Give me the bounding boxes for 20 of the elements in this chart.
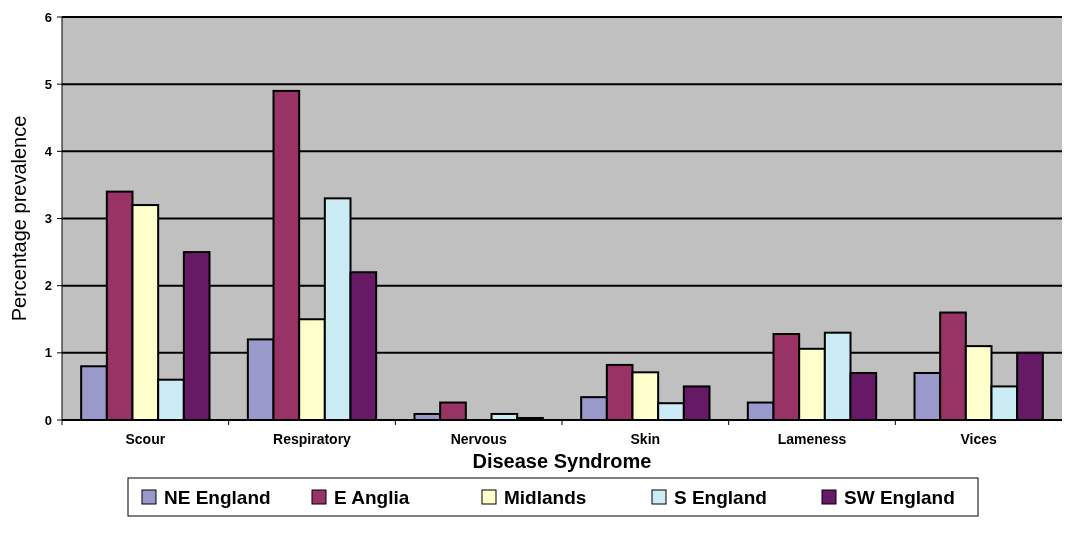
y-axis-title: Percentage prevalence — [8, 115, 30, 322]
y-tick-label: 6 — [44, 9, 52, 25]
x-axis-title: Disease Syndrome — [472, 450, 652, 472]
x-tick-label: Scour — [125, 431, 166, 447]
legend-label: E Anglia — [334, 487, 410, 508]
x-tick-label: Respiratory — [273, 431, 352, 447]
legend-label: SW England — [844, 487, 955, 508]
x-tick-label: Nervous — [450, 431, 507, 447]
y-tick-label: 2 — [44, 278, 52, 294]
y-tick-label: 0 — [44, 412, 52, 428]
legend-label: Midlands — [504, 487, 587, 508]
x-tick-label: Vices — [960, 431, 998, 447]
x-tick-label: Lameness — [777, 431, 847, 447]
y-tick-label: 5 — [44, 76, 52, 92]
y-tick-label: 4 — [44, 143, 53, 159]
legend-label: S England — [674, 487, 767, 508]
legend-label: NE England — [164, 487, 271, 508]
y-tick-label: 3 — [44, 211, 52, 227]
x-tick-label: Skin — [630, 431, 661, 447]
y-tick-label: 1 — [44, 345, 52, 361]
